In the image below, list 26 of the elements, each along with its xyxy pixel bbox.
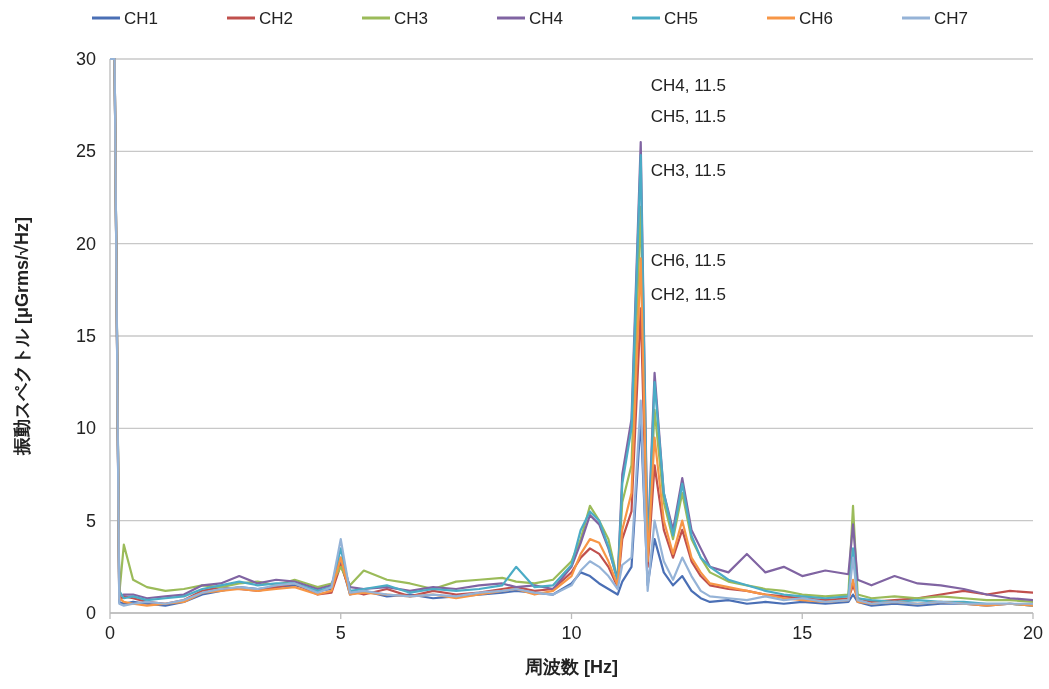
legend-label: CH7 — [934, 9, 969, 28]
annotation: CH2, 11.5 — [650, 285, 727, 304]
x-tick-label: 10 — [561, 623, 582, 643]
legend-label: CH5 — [664, 9, 699, 28]
legend-label: CH6 — [799, 9, 834, 28]
y-tick-label: 25 — [75, 141, 96, 162]
legend-label: CH4 — [529, 9, 564, 28]
x-tick-label: 5 — [335, 623, 346, 643]
y-tick-label: 10 — [75, 418, 96, 439]
x-tick-label: 15 — [792, 623, 813, 643]
x-axis-title: 周波数 [Hz] — [524, 657, 618, 677]
annotation: CH4, 11.5 — [650, 76, 727, 95]
x-tick-label: 20 — [1022, 623, 1044, 643]
annotation: CH5, 11.5 — [650, 107, 727, 126]
y-tick-label: 30 — [75, 49, 96, 69]
y-tick-label: 0 — [85, 603, 96, 623]
legend-label: CH1 — [124, 9, 159, 28]
annotation: CH6, 11.5 — [650, 251, 727, 270]
y-tick-label: 5 — [85, 510, 96, 531]
annotation: CH3, 11.5 — [650, 161, 727, 180]
legend-label: CH3 — [394, 9, 429, 28]
y-tick-label: 20 — [75, 233, 96, 254]
legend-label: CH2 — [259, 9, 294, 28]
y-tick-label: 15 — [75, 326, 96, 346]
x-tick-label: 0 — [104, 623, 116, 643]
y-axis-title: 振動スペクトル [μGrms/√Hz] — [12, 217, 32, 456]
